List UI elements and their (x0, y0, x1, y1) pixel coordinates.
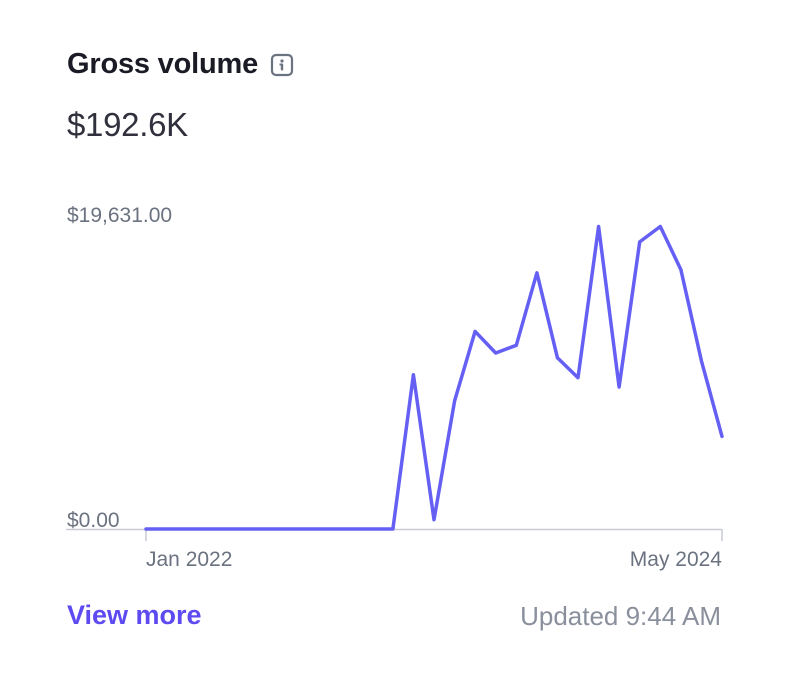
line-chart: $19,631.00 $0.00 Jan 2022 May 2024 (66, 204, 724, 571)
view-more-link[interactable]: View more (67, 600, 202, 630)
card-title: Gross volume (67, 48, 258, 80)
title-row: Gross volume (67, 48, 294, 81)
total-value: $192.6K (67, 106, 188, 143)
series-line (144, 224, 724, 531)
y-tick-label: $0.00 (67, 509, 120, 532)
x-tick-label: Jan 2022 (146, 548, 232, 571)
y-tick-label: $19,631.00 (67, 204, 172, 227)
x-tick-label: May 2024 (630, 548, 723, 571)
updated-timestamp: Updated 9:44 AM (520, 601, 721, 631)
info-icon[interactable] (270, 53, 294, 77)
